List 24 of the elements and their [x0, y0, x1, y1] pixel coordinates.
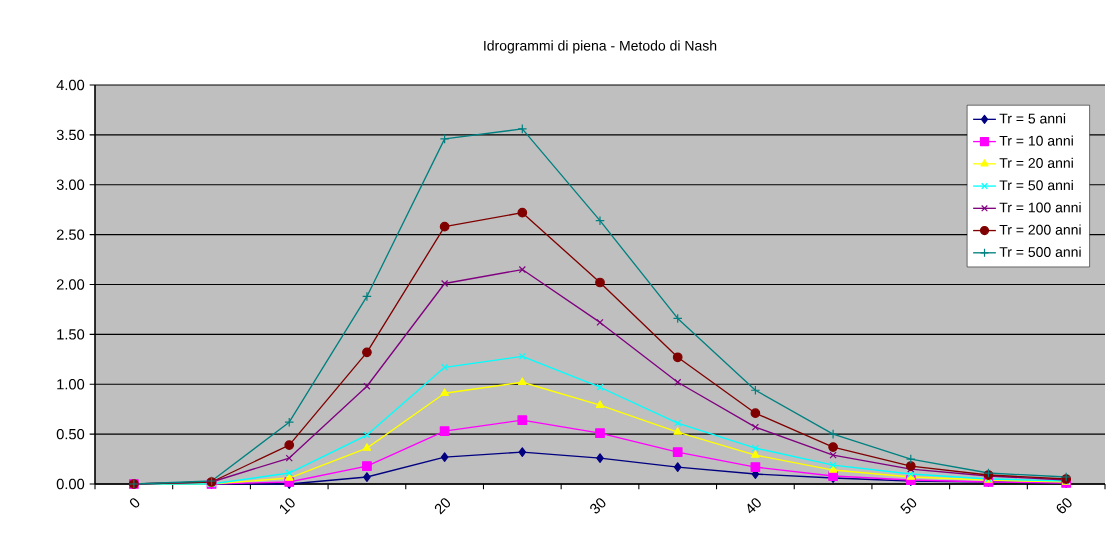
- legend-label: Tr = 500 anni: [999, 246, 1081, 257]
- legend-label: Tr = 10 anni: [999, 135, 1073, 146]
- x-tick-label: 40: [747, 498, 761, 514]
- legend-label: Tr = 5 anni: [999, 113, 1066, 124]
- y-tick-label: 1.50: [57, 329, 85, 340]
- y-tick-label: 3.00: [56, 179, 85, 190]
- legend-label: Tr = 200 anni: [999, 224, 1081, 235]
- x-tick-label: 20: [434, 498, 451, 515]
- chart-title: Idrogrammi di piena - Metodo di Nash: [484, 40, 717, 54]
- y-tick-label: 3.50: [56, 129, 85, 141]
- y-tick-label: 4.00: [56, 79, 85, 91]
- y-tick-label: 2.50: [56, 229, 85, 240]
- y-tick-label: 1.00: [57, 379, 85, 390]
- y-tick-label: 2.00: [56, 279, 85, 290]
- legend-label: Tr = 20 anni: [999, 157, 1073, 168]
- x-tick-label: 0: [129, 498, 140, 508]
- x-tick-label: 50: [900, 498, 917, 514]
- x-tick-label: 60: [1056, 498, 1072, 514]
- y-tick-label: 0.50: [56, 428, 85, 440]
- x-tick-label: 30: [590, 498, 606, 514]
- legend-label: Tr = 100 anni: [999, 202, 1081, 213]
- y-tick-label: 0.00: [56, 478, 85, 490]
- legend-label: Tr = 50 anni: [999, 179, 1073, 191]
- x-tick-label: 10: [279, 498, 295, 515]
